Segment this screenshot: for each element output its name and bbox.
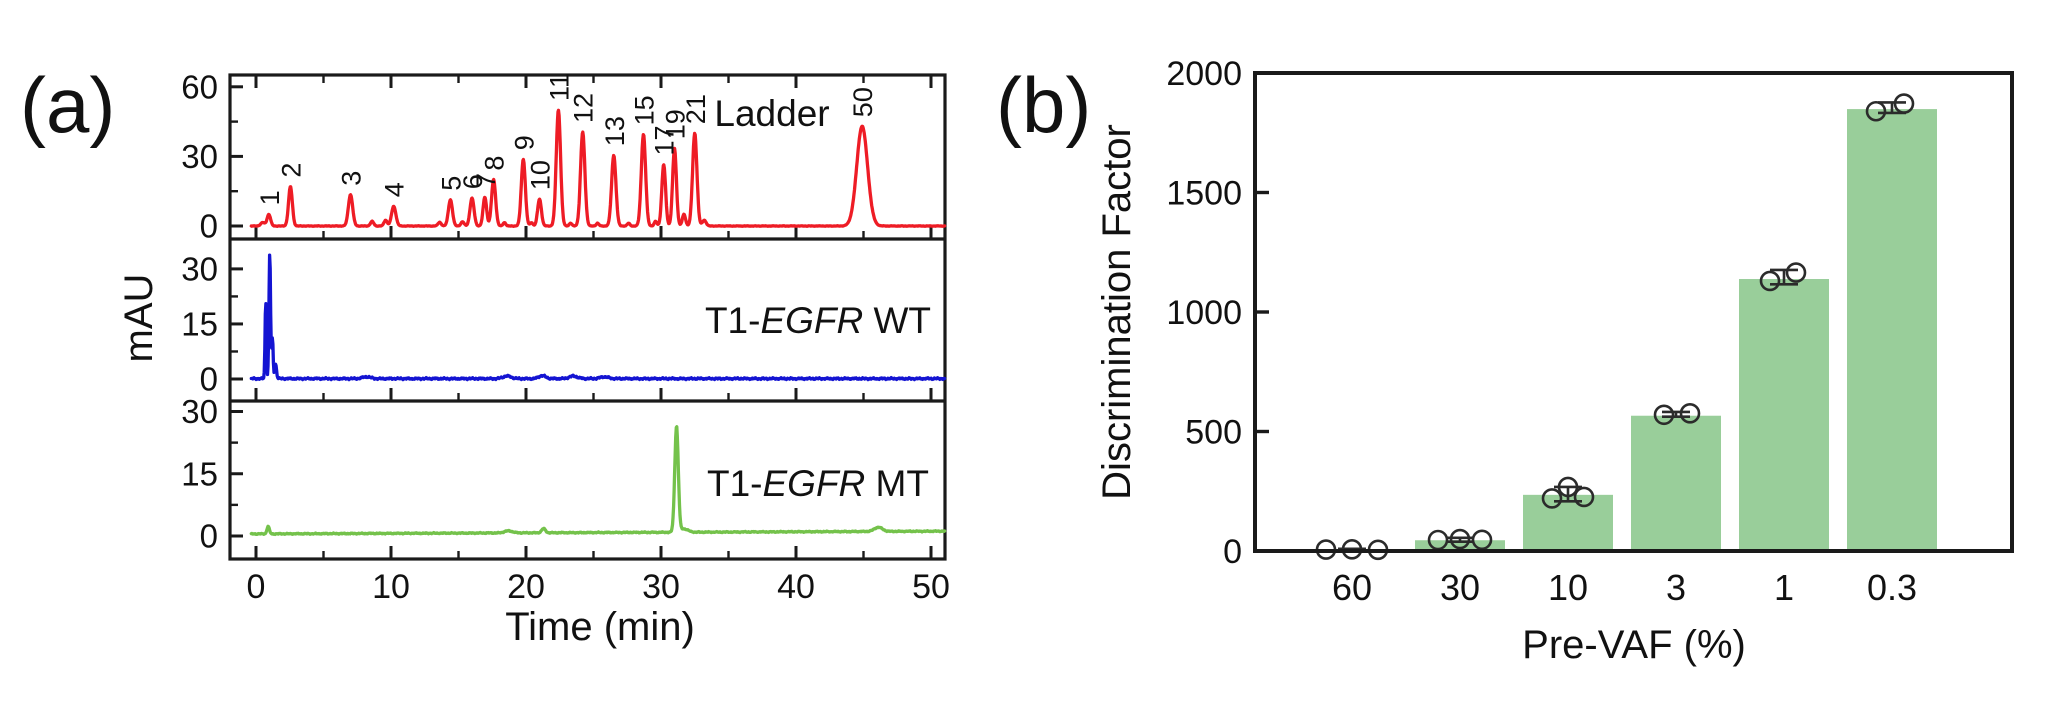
trace-t1-egfr-wt xyxy=(249,253,947,382)
peak-label-21: 21 xyxy=(681,94,711,124)
panel-b-y-tick-label: 1000 xyxy=(1166,294,1242,332)
peak-label-9: 9 xyxy=(509,135,539,150)
peak-label-13: 13 xyxy=(600,116,630,146)
panel-a-x-axis-label: Time (min) xyxy=(505,605,695,649)
legend-t1-egfr-mt: T1-EGFR MT xyxy=(707,463,929,504)
data-point-circle xyxy=(1573,486,1595,508)
panel-b-x-axis-label: Pre-VAF (%) xyxy=(1522,623,1746,667)
panel-b-x-tick-label: 0.3 xyxy=(1867,567,1917,608)
panel-a-x-tick-label: 0 xyxy=(247,568,266,606)
panel-a-y-tick-label: 0 xyxy=(200,208,218,245)
peak-label-6: 6 xyxy=(458,174,488,189)
panel-a-y-tick-label: 30 xyxy=(181,138,218,175)
legend-wt-prefix: T1- xyxy=(705,300,761,341)
bar-30 xyxy=(1415,540,1505,551)
data-point-circle xyxy=(1557,476,1579,498)
panel-a-x-tick-label: 30 xyxy=(642,568,680,606)
legend-mt-suffix: MT xyxy=(865,463,929,504)
panel-b-y-tick-label: 500 xyxy=(1185,413,1242,451)
peak-label-50: 50 xyxy=(848,87,878,117)
trace-t1-egfr-mt xyxy=(249,425,947,537)
peak-label-19: 19 xyxy=(661,109,691,139)
peak-label-8: 8 xyxy=(480,156,510,171)
peak-label-11: 11 xyxy=(544,73,574,101)
panel-b-x-tick-label: 1 xyxy=(1774,567,1794,608)
data-point-circle xyxy=(1471,529,1493,551)
data-point-circle xyxy=(1893,93,1915,114)
panel-a-y-tick-label: 60 xyxy=(181,68,218,105)
legend-ladder: Ladder xyxy=(714,93,829,134)
panel-a-x-tick-label: 50 xyxy=(912,568,950,606)
peak-label-5: 5 xyxy=(436,176,466,191)
panel-a-frame xyxy=(228,73,947,561)
panel-a-x-tick-label: 40 xyxy=(777,568,815,606)
legend-mt-prefix: T1- xyxy=(707,463,763,504)
trace-ladder xyxy=(249,108,947,228)
panel-a-x-tick-label: 10 xyxy=(372,568,410,606)
error-bar-1 xyxy=(1770,268,1798,286)
bar-3 xyxy=(1631,415,1721,551)
panel-a-y-tick-label: 15 xyxy=(181,455,218,492)
panel-b-plot: 0 500 1000 1500 2000 60 30 10 3 1 0.3 xyxy=(1166,55,2014,608)
panel-b-x-tick-label: 3 xyxy=(1666,567,1686,608)
legend-t1-egfr-wt: T1-EGFR WT xyxy=(705,300,931,341)
panel-a-y-tick-label: 30 xyxy=(181,250,218,287)
data-point-circle xyxy=(1449,528,1471,550)
legend-ladder-text: Ladder xyxy=(714,93,829,134)
panel-b-x-tick-label: 10 xyxy=(1548,567,1588,608)
panel-a-y-tick-label: 30 xyxy=(181,393,218,430)
panel-a-x-tick-label: 20 xyxy=(507,568,545,606)
panel-b-y-axis-label: Discrimination Factor xyxy=(1095,124,1139,500)
data-point-circle xyxy=(1865,100,1887,122)
legend-wt-suffix: WT xyxy=(863,300,931,341)
peak-label-1: 1 xyxy=(255,190,285,205)
panel-a-x-ticks: 0 10 20 30 40 50 xyxy=(247,75,950,606)
panel-b-y-ticks: 0 500 1000 1500 2000 xyxy=(1166,55,1269,571)
data-point-circle xyxy=(1785,262,1807,283)
legend-wt-gene: EGFR xyxy=(760,300,863,341)
peak-label-2: 2 xyxy=(276,163,306,178)
panel-a-y-tick-label: 0 xyxy=(200,361,218,398)
peak-label-7: 7 xyxy=(471,173,501,188)
panel-b-y-tick-label: 2000 xyxy=(1166,55,1242,93)
peak-label-17: 17 xyxy=(650,125,680,155)
bar-0.3 xyxy=(1847,109,1937,552)
panel-b-y-tick-label: 0 xyxy=(1223,533,1242,571)
panel-a-label: (a) xyxy=(20,61,115,149)
peak-label-3: 3 xyxy=(337,171,367,186)
peak-label-10: 10 xyxy=(526,160,556,190)
data-point-circle xyxy=(1653,404,1675,426)
panel-a-y-ticks-t1-egfr-wt: 0 15 30 xyxy=(181,250,243,398)
error-bar-3 xyxy=(1662,410,1690,418)
panel-b-label: (b) xyxy=(996,61,1091,149)
panel-b-y-tick-label: 1500 xyxy=(1166,174,1242,212)
bar-1 xyxy=(1739,279,1829,551)
data-point-circle xyxy=(1759,270,1781,292)
peak-label-15: 15 xyxy=(630,95,660,125)
panel-a-y-tick-label: 15 xyxy=(181,306,218,343)
legend-mt-gene: EGFR xyxy=(763,463,866,504)
peak-label-4: 4 xyxy=(380,182,410,197)
panel-a-y-ticks-t1-egfr-mt: 0 15 30 xyxy=(181,393,243,555)
data-point-circle xyxy=(1679,403,1701,424)
panel-b-x-tick-label: 60 xyxy=(1332,567,1372,608)
panel-a-y-ticks-ladder: 0 30 60 xyxy=(181,68,243,245)
peak-label-12: 12 xyxy=(569,93,599,123)
data-point-circle xyxy=(1541,488,1563,509)
panel-b-x-tick-label: 30 xyxy=(1440,567,1480,608)
panel-a-y-axis-label: mAU xyxy=(117,274,161,363)
bar-10 xyxy=(1523,494,1613,551)
panel-a-y-tick-label: 0 xyxy=(200,518,218,555)
